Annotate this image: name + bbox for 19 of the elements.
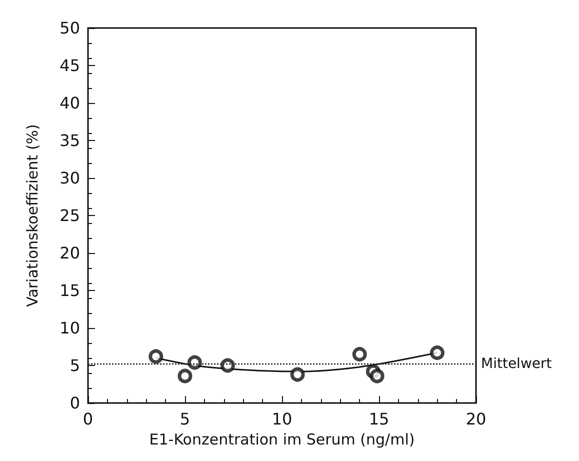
y-tick-label: 40	[60, 94, 80, 112]
y-tick-label: 25	[60, 206, 80, 225]
x-tick-label: 10	[272, 410, 292, 428]
x-tick-label: 15	[368, 410, 390, 428]
y-tick-label: 50	[60, 18, 80, 38]
y-tick-label: 35	[60, 131, 80, 150]
y-tick-label: 10	[60, 318, 80, 338]
y-tick-label: 15	[60, 281, 80, 300]
y-tick-label: 30	[60, 168, 80, 188]
y-tick-label: 0	[70, 394, 80, 412]
y-tick-label: 45	[60, 56, 80, 75]
x-tick-label: 5	[180, 410, 190, 428]
y-axis-title: Variationskoeffizient (%)	[24, 124, 42, 307]
y-tick-label: 20	[60, 244, 80, 262]
x-tick-label: 20	[466, 410, 486, 428]
ref-line-label: Mittelwert	[481, 356, 552, 372]
x-tick-label: 0	[82, 410, 94, 428]
y-tick-label: 5	[70, 356, 80, 375]
x-axis-title: E1-Konzentration im Serum (ng/ml)	[149, 430, 415, 448]
